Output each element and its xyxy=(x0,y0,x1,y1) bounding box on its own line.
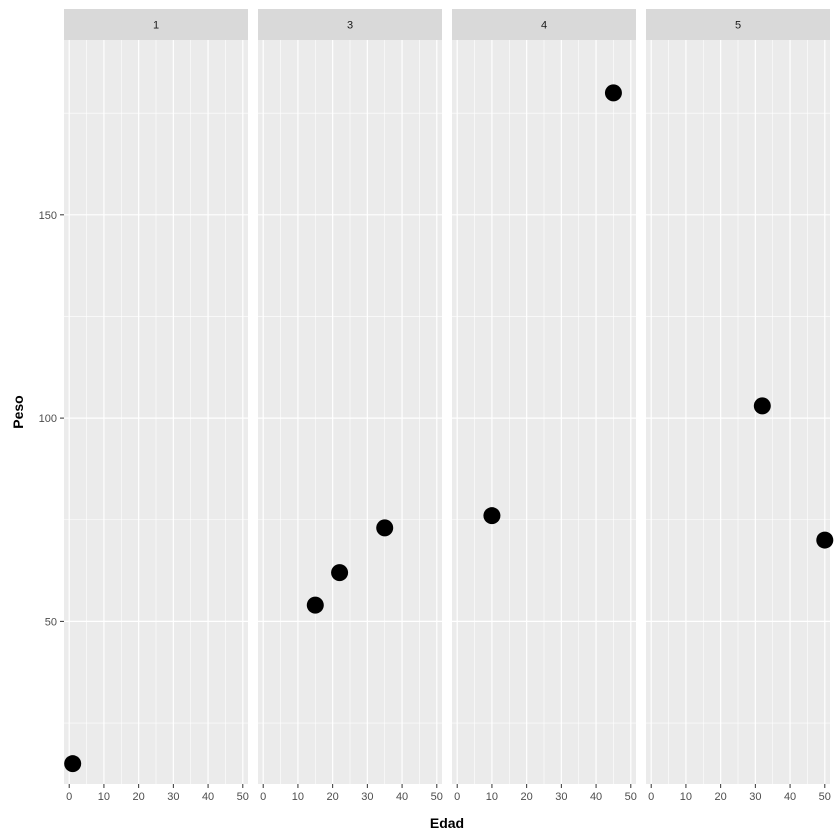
x-tick-label: 0 xyxy=(648,791,654,803)
x-tick-label: 10 xyxy=(486,791,498,803)
x-tick-label: 20 xyxy=(133,791,145,803)
facet-panel: 10 10 20 30 40 50 xyxy=(64,9,249,803)
facet-strip-label: 5 xyxy=(735,20,741,32)
x-tick-label: 50 xyxy=(237,791,249,803)
x-tick-label: 0 xyxy=(454,791,460,803)
facet-strip xyxy=(452,9,636,40)
x-tick-label: 50 xyxy=(819,791,831,803)
data-point xyxy=(376,519,394,537)
x-tick-label: 20 xyxy=(327,791,339,803)
y-tick-label: 50 xyxy=(45,616,57,628)
x-tick-label: 40 xyxy=(784,791,796,803)
facet-strip-label: 3 xyxy=(347,20,353,32)
x-tick-label: 20 xyxy=(521,791,533,803)
y-axis: 50 100 150 xyxy=(39,210,64,628)
data-point xyxy=(483,507,501,525)
x-tick-label: 40 xyxy=(202,791,214,803)
x-axis-title: Edad xyxy=(430,815,464,831)
x-tick-label: 20 xyxy=(715,791,727,803)
x-tick-label: 50 xyxy=(625,791,637,803)
facet-strip xyxy=(646,9,830,40)
data-point xyxy=(331,564,349,582)
y-tick-label: 150 xyxy=(39,210,57,222)
x-tick-label: 30 xyxy=(555,791,567,803)
data-point xyxy=(604,84,622,102)
x-tick-label: 50 xyxy=(431,791,443,803)
y-axis-title: Peso xyxy=(10,395,26,428)
facet-panel: 30 10 20 30 40 50 xyxy=(258,9,443,803)
facet-strip xyxy=(258,9,442,40)
x-tick-label: 30 xyxy=(749,791,761,803)
data-point xyxy=(64,755,82,773)
x-tick-label: 0 xyxy=(66,791,72,803)
facet-strip-label: 1 xyxy=(153,20,159,32)
facet-panel: 40 10 20 30 40 50 xyxy=(452,9,637,803)
x-tick-label: 10 xyxy=(680,791,692,803)
facet-panel: 50 10 20 30 40 50 xyxy=(646,9,834,803)
x-tick-label: 40 xyxy=(590,791,602,803)
x-tick-label: 10 xyxy=(292,791,304,803)
facet-strip-label: 4 xyxy=(541,20,547,32)
x-tick-label: 10 xyxy=(98,791,110,803)
y-tick-label: 100 xyxy=(39,413,57,425)
x-tick-label: 40 xyxy=(396,791,408,803)
data-point xyxy=(753,397,771,415)
facet-strip xyxy=(64,9,248,40)
data-point xyxy=(816,531,834,549)
x-tick-label: 30 xyxy=(361,791,373,803)
x-tick-label: 0 xyxy=(260,791,266,803)
data-point xyxy=(306,596,324,614)
x-tick-label: 30 xyxy=(167,791,179,803)
